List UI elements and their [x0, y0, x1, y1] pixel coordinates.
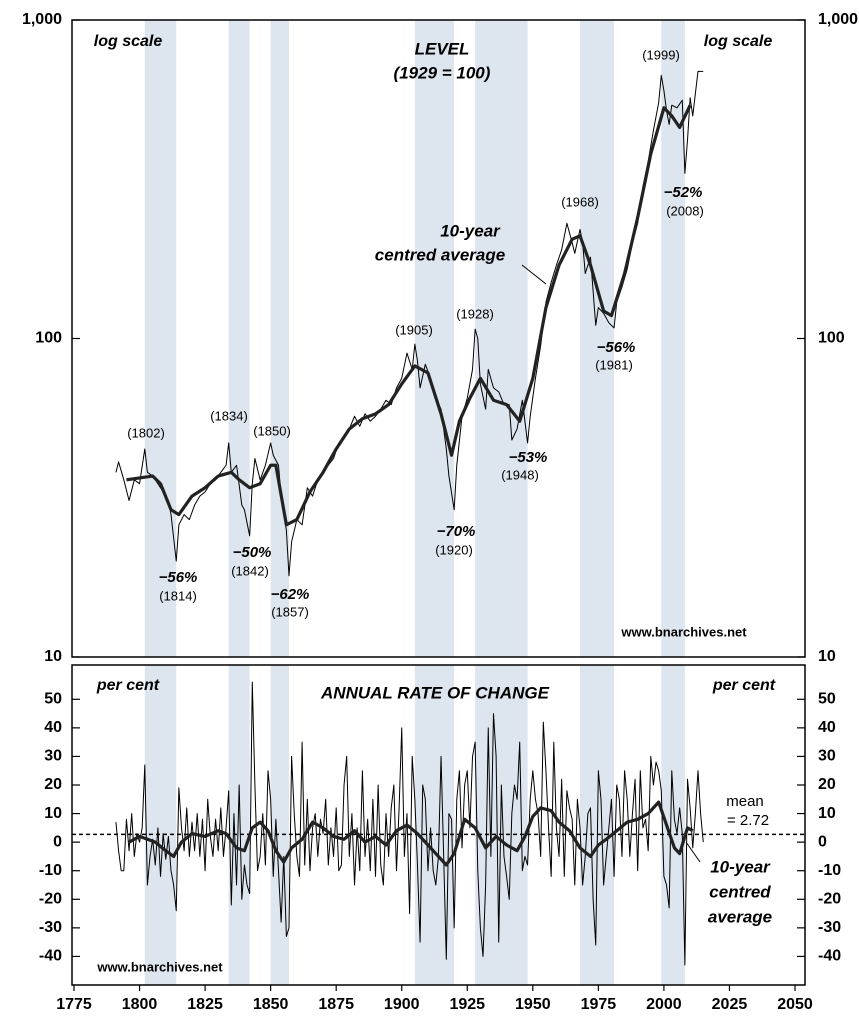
mean-label: mean	[726, 793, 764, 810]
annotation: (2008)	[666, 203, 704, 218]
y-tick-label: 10	[44, 648, 62, 665]
shaded-period	[144, 20, 177, 657]
x-tick-label: 1925	[449, 996, 485, 1013]
y-tick-label: 50	[818, 691, 836, 708]
shaded-period	[475, 665, 528, 985]
y-tick-label: -30	[39, 919, 62, 936]
y-tick-label: 30	[44, 748, 62, 765]
shaded-period	[580, 20, 615, 657]
shaded-period	[661, 20, 685, 657]
y-tick-label: 0	[818, 833, 827, 850]
annotation: (1834)	[210, 408, 248, 423]
annotation: −70%	[437, 523, 476, 540]
shaded-period	[414, 665, 455, 985]
series-line	[128, 800, 694, 867]
chart-title: ANNUAL RATE OF CHANGE	[320, 683, 550, 702]
axis-note: log scale	[704, 33, 773, 50]
shaded-period	[144, 665, 177, 985]
x-tick-label: 1850	[253, 996, 289, 1013]
annotation: −56%	[159, 569, 198, 586]
y-tick-label: -40	[818, 948, 841, 965]
y-tick-label: 100	[35, 330, 62, 347]
annotation: (1814)	[159, 588, 197, 603]
annotation: (1948)	[501, 467, 539, 482]
y-tick-label: 0	[53, 833, 62, 850]
x-tick-label: 2025	[712, 996, 748, 1013]
series-line	[126, 104, 692, 527]
y-tick-label: -30	[818, 919, 841, 936]
shaded-period	[661, 665, 685, 985]
annotation: (1928)	[456, 306, 494, 321]
y-tick-label: 40	[818, 719, 836, 736]
chart-subtitle: (1929 = 100)	[394, 63, 491, 82]
annotation: centred average	[375, 245, 505, 264]
shaded-period	[270, 665, 289, 985]
x-tick-label: 1800	[122, 996, 158, 1013]
y-tick-label: 10	[818, 805, 836, 822]
shaded-period	[228, 20, 250, 657]
x-tick-label: 1975	[581, 996, 617, 1013]
x-tick-label: 1825	[187, 996, 223, 1013]
shaded-period	[270, 20, 289, 657]
x-tick-label: 2050	[777, 996, 813, 1013]
y-tick-label: -10	[818, 862, 841, 879]
annotation: (1842)	[231, 563, 269, 578]
annotation: 10-year	[440, 221, 501, 240]
annotation: −52%	[664, 184, 703, 201]
x-tick-label: 1875	[318, 996, 354, 1013]
shaded-period	[228, 665, 250, 985]
shaded-period	[475, 20, 528, 657]
annotation: (1920)	[435, 542, 473, 557]
annotation: average	[708, 907, 772, 926]
annotation: centred	[709, 882, 771, 901]
plot-layer	[72, 20, 805, 985]
y-tick-label: -20	[39, 891, 62, 908]
y-tick-label: 10	[44, 805, 62, 822]
annotation: −62%	[271, 586, 310, 603]
series-line	[115, 681, 704, 966]
annotation: (1968)	[561, 194, 599, 209]
axis-note: per cent	[712, 677, 776, 694]
mean-value: = 2.72	[727, 812, 769, 829]
y-tick-label: 20	[44, 776, 62, 793]
source: www.bnarchives.net	[96, 959, 223, 974]
y-tick-label: 40	[44, 719, 62, 736]
annotation: −56%	[597, 339, 636, 356]
y-tick-label: 1,000	[22, 11, 62, 28]
leader-line	[685, 841, 701, 863]
axis-note: log scale	[94, 33, 163, 50]
x-tick-label: 2000	[646, 996, 682, 1013]
axis-note: per cent	[96, 677, 160, 694]
source: www.bnarchives.net	[620, 624, 747, 639]
y-tick-label: 50	[44, 691, 62, 708]
annotation: (1857)	[271, 604, 309, 619]
annotation: (1802)	[127, 425, 165, 440]
annotation: 10-year	[710, 857, 771, 876]
leader-line	[521, 264, 547, 285]
series-line	[115, 70, 704, 577]
annotation: (1999)	[642, 47, 680, 62]
annotation: −50%	[233, 544, 272, 561]
annotation: −53%	[509, 449, 548, 466]
x-tick-label: 1950	[515, 996, 551, 1013]
frame	[71, 664, 806, 986]
shaded-period	[414, 20, 455, 657]
annotation: (1905)	[395, 322, 433, 337]
y-tick-label: 1,000	[818, 11, 858, 28]
annotation: (1850)	[253, 423, 291, 438]
y-tick-label: 20	[818, 776, 836, 793]
x-tick-label: 1900	[384, 996, 420, 1013]
y-tick-label: 100	[818, 330, 845, 347]
x-tick-label: 1775	[56, 996, 92, 1013]
y-tick-label: -10	[39, 862, 62, 879]
y-tick-label: -20	[818, 891, 841, 908]
y-tick-label: -40	[39, 948, 62, 965]
annotation: (1981)	[595, 357, 633, 372]
chart-title: LEVEL	[415, 39, 470, 58]
y-tick-label: 10	[818, 648, 836, 665]
y-tick-label: 30	[818, 748, 836, 765]
